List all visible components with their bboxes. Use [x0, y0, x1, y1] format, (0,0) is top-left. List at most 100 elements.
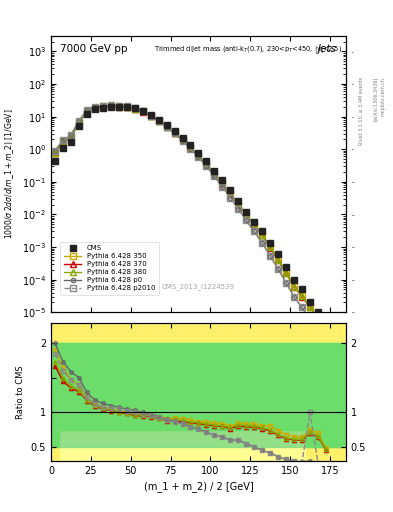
CMS: [132, 105, 137, 111]
Pythia 6.428 350: [140, 108, 145, 114]
Pythia 6.428 370: [108, 103, 113, 110]
Pythia 6.428 370: [172, 130, 177, 136]
Pythia 6.428 p2010: [125, 103, 129, 110]
Bar: [51, 344, 346, 447]
Pythia 6.428 350: [260, 231, 264, 238]
Pythia 6.428 350: [188, 144, 193, 151]
CMS: [116, 104, 121, 110]
Text: [arXiv:1306.3436]: [arXiv:1306.3436]: [373, 77, 378, 121]
CMS: [244, 209, 249, 215]
Pythia 6.428 350: [212, 170, 217, 176]
Text: Trimmed dijet mass (anti-k$_T$(0.7), 230<p$_T$<450, |y|<2.5): Trimmed dijet mass (anti-k$_T$(0.7), 230…: [154, 44, 342, 55]
Pythia 6.428 370: [188, 145, 193, 151]
Pythia 6.428 p0: [204, 163, 209, 169]
Pythia 6.428 380: [125, 104, 129, 110]
CMS: [300, 286, 305, 292]
Pythia 6.428 380: [132, 105, 137, 112]
CMS: [260, 228, 264, 234]
Pythia 6.428 p2010: [148, 113, 153, 119]
CMS: [236, 198, 241, 204]
Pythia 6.428 p2010: [101, 103, 105, 109]
Pythia 6.428 p0: [308, 316, 312, 323]
Pythia 6.428 p2010: [212, 173, 217, 179]
Pythia 6.428 p0: [164, 123, 169, 130]
Pythia 6.428 350: [204, 161, 209, 167]
CMS: [220, 177, 225, 183]
Pythia 6.428 p0: [228, 195, 233, 201]
Pythia 6.428 370: [180, 137, 185, 143]
Pythia 6.428 p2010: [172, 131, 177, 137]
CMS: [228, 187, 233, 194]
Pythia 6.428 350: [323, 326, 328, 332]
Y-axis label: Ratio to CMS: Ratio to CMS: [16, 365, 25, 418]
Pythia 6.428 380: [268, 244, 272, 250]
Pythia 6.428 370: [204, 161, 209, 167]
CMS: [196, 150, 201, 156]
Pythia 6.428 370: [53, 150, 57, 156]
CMS: [172, 129, 177, 135]
Pythia 6.428 370: [61, 139, 65, 145]
Pythia 6.428 350: [236, 201, 241, 207]
Pythia 6.428 p2010: [323, 340, 328, 347]
Pythia 6.428 p0: [108, 102, 113, 109]
Pythia 6.428 380: [252, 222, 257, 228]
Pythia 6.428 p2010: [284, 280, 288, 286]
Pythia 6.428 p2010: [244, 217, 249, 223]
CMS: [323, 319, 328, 325]
CMS: [84, 111, 89, 117]
Pythia 6.428 380: [53, 150, 57, 156]
Pythia 6.428 370: [300, 293, 305, 300]
Pythia 6.428 p2010: [156, 118, 161, 124]
Pythia 6.428 370: [77, 120, 81, 126]
Pythia 6.428 380: [116, 103, 121, 110]
Pythia 6.428 p0: [220, 184, 225, 190]
Pythia 6.428 p2010: [92, 104, 97, 110]
Bar: [51, 309, 346, 464]
Pythia 6.428 p0: [77, 118, 81, 124]
Pythia 6.428 p2010: [69, 132, 73, 138]
Line: CMS: CMS: [52, 104, 329, 325]
Pythia 6.428 380: [108, 103, 113, 110]
Pythia 6.428 370: [125, 104, 129, 111]
Pythia 6.428 p2010: [260, 240, 264, 246]
Pythia 6.428 p2010: [196, 154, 201, 160]
Pythia 6.428 350: [156, 118, 161, 124]
Pythia 6.428 350: [180, 136, 185, 142]
CMS: [308, 300, 312, 306]
CMS: [140, 108, 145, 114]
Line: Pythia 6.428 380: Pythia 6.428 380: [52, 103, 329, 332]
Pythia 6.428 p0: [148, 113, 153, 119]
Pythia 6.428 p0: [316, 328, 320, 334]
Pythia 6.428 370: [316, 315, 320, 322]
Pythia 6.428 p2010: [252, 228, 257, 234]
Pythia 6.428 350: [300, 293, 305, 299]
CMS: [284, 264, 288, 270]
Pythia 6.428 350: [132, 105, 137, 112]
Pythia 6.428 380: [69, 134, 73, 140]
Pythia 6.428 p0: [180, 137, 185, 143]
Pythia 6.428 p0: [101, 103, 105, 109]
Pythia 6.428 p2010: [316, 328, 320, 334]
Pythia 6.428 380: [92, 104, 97, 111]
Pythia 6.428 380: [220, 180, 225, 186]
Pythia 6.428 p0: [284, 280, 288, 286]
Pythia 6.428 p0: [196, 154, 201, 160]
CMS: [101, 104, 105, 111]
Text: 7000 GeV pp: 7000 GeV pp: [60, 44, 127, 54]
Text: CMS_2013_I1224539: CMS_2013_I1224539: [162, 283, 235, 290]
Pythia 6.428 370: [92, 105, 97, 111]
Pythia 6.428 p2010: [180, 137, 185, 143]
Pythia 6.428 350: [101, 103, 105, 110]
Pythia 6.428 350: [92, 104, 97, 111]
Pythia 6.428 370: [212, 170, 217, 177]
X-axis label: (m_1 + m_2) / 2 [GeV]: (m_1 + m_2) / 2 [GeV]: [143, 481, 253, 492]
Pythia 6.428 p2010: [77, 118, 81, 124]
Pythia 6.428 p0: [84, 108, 89, 114]
Pythia 6.428 p2010: [61, 137, 65, 143]
CMS: [204, 158, 209, 164]
Pythia 6.428 p2010: [228, 195, 233, 201]
Pythia 6.428 p0: [140, 108, 145, 114]
Pythia 6.428 350: [148, 113, 153, 119]
Pythia 6.428 p2010: [300, 305, 305, 311]
CMS: [148, 112, 153, 118]
